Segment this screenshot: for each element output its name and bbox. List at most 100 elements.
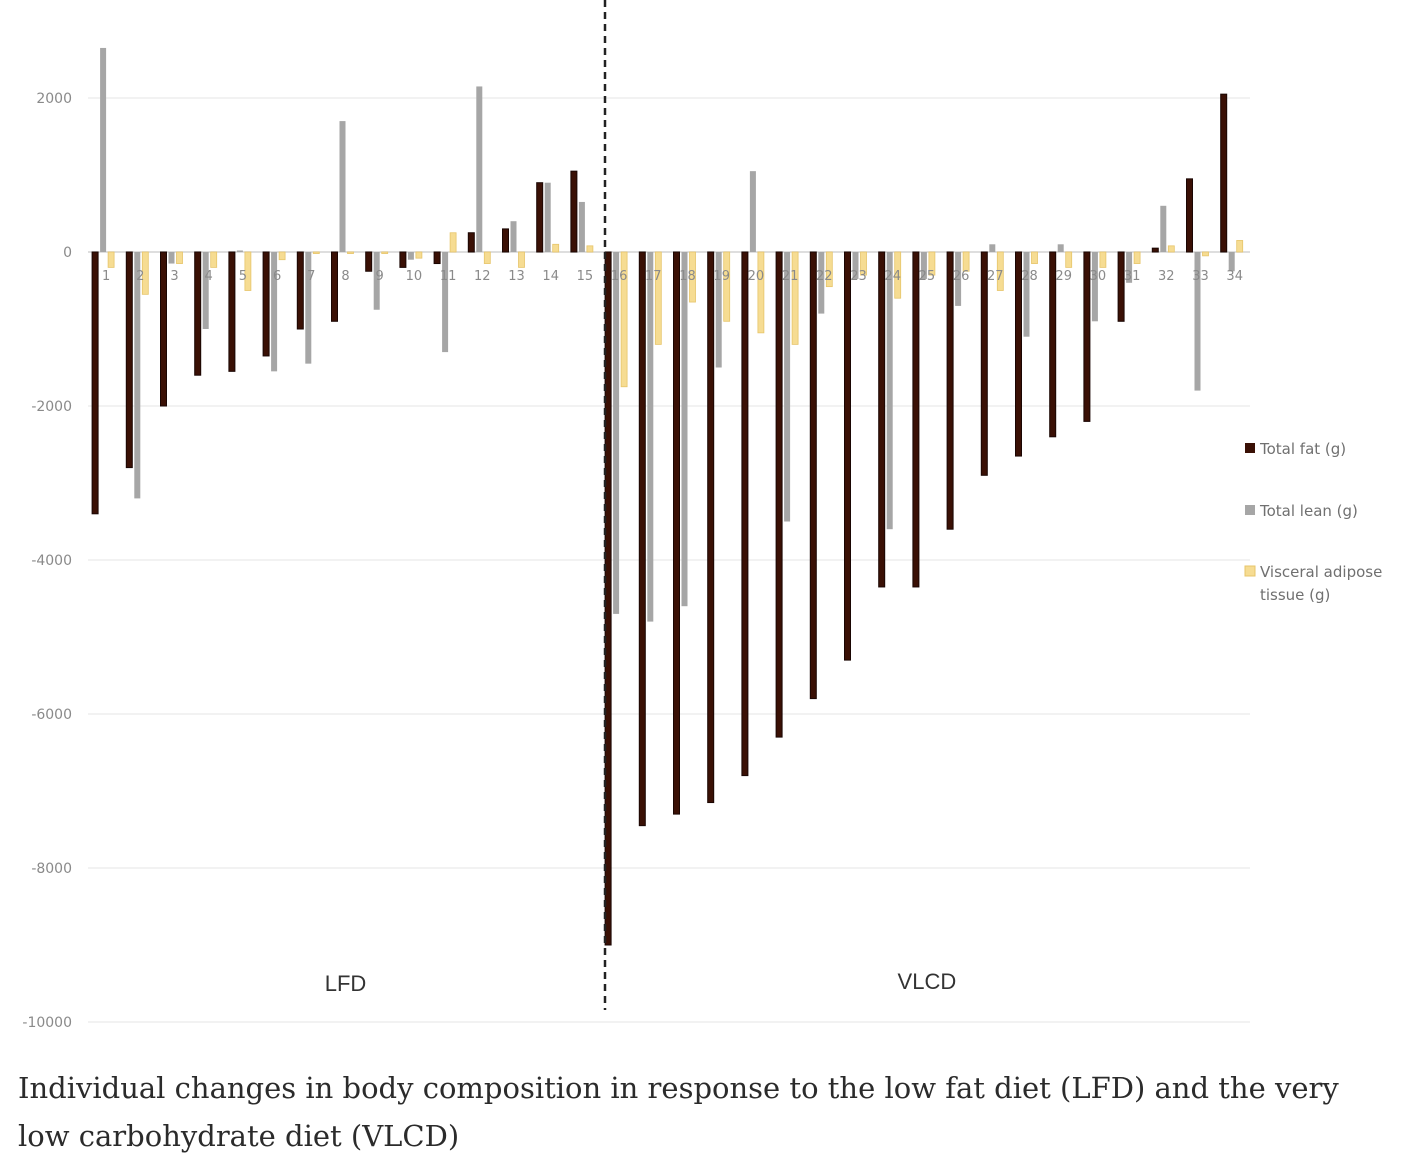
bar xyxy=(1126,252,1133,283)
group-label-lfd: LFD xyxy=(325,971,367,996)
bar xyxy=(1049,251,1057,438)
bar xyxy=(347,251,354,254)
bar xyxy=(1031,251,1038,264)
bar xyxy=(476,86,483,252)
x-tick-label: 17 xyxy=(645,269,662,284)
bar xyxy=(1151,247,1159,253)
x-tick-label: 9 xyxy=(376,269,384,284)
bar xyxy=(134,252,141,499)
bar xyxy=(647,252,654,622)
bar xyxy=(262,251,270,357)
x-tick-label: 14 xyxy=(542,269,559,284)
bar xyxy=(442,252,449,353)
x-tick-label: 12 xyxy=(474,269,491,284)
x-tick-label: 28 xyxy=(1021,269,1038,284)
x-tick-label: 18 xyxy=(679,269,696,284)
x-axis-labels: 1 2 3 4 5 6 7 8 9 10 11 12 13 14 15 16 17 18 19 20 21 22 23 24 2… xyxy=(102,269,1243,284)
bar xyxy=(467,232,475,253)
y-tick-label: 0 xyxy=(63,245,72,261)
x-tick-label: 15 xyxy=(577,269,594,284)
bar xyxy=(415,251,423,259)
figure-caption: Individual changes in body composition i… xyxy=(18,1071,1339,1153)
bars xyxy=(91,47,1244,946)
bar xyxy=(962,251,970,272)
x-tick-label: 34 xyxy=(1226,269,1243,284)
bar xyxy=(920,252,927,279)
bar xyxy=(791,251,799,345)
y-tick-label: -4000 xyxy=(31,553,72,569)
bar xyxy=(989,244,996,252)
legend-swatch-total-fat xyxy=(1245,443,1255,453)
bar xyxy=(1133,251,1141,264)
bar xyxy=(1194,252,1201,391)
bar xyxy=(818,252,825,314)
legend-label-visceral-adipose: Visceral adipose tissue (g) xyxy=(1260,563,1382,604)
bar xyxy=(518,251,525,268)
bar xyxy=(381,251,389,254)
x-tick-label: 19 xyxy=(713,269,730,284)
x-tick-label: 11 xyxy=(440,269,457,284)
bar xyxy=(210,251,218,268)
legend-item-total-fat: Total fat (g) xyxy=(1245,440,1346,458)
bar xyxy=(1167,245,1175,253)
bar xyxy=(784,252,791,522)
x-tick-label: 32 xyxy=(1158,269,1175,284)
bar xyxy=(689,251,696,303)
bar xyxy=(312,251,320,254)
bar xyxy=(141,251,149,295)
bar xyxy=(1065,251,1073,268)
bar xyxy=(1083,251,1091,422)
bar xyxy=(741,251,749,777)
legend-label-total-lean: Total lean (g) xyxy=(1259,502,1358,520)
x-tick-label: 33 xyxy=(1192,269,1209,284)
bar xyxy=(449,232,457,253)
bar xyxy=(1091,252,1098,322)
bar xyxy=(278,251,286,261)
legend-swatch-visceral-adipose xyxy=(1244,565,1256,577)
x-tick-label: 27 xyxy=(987,269,1004,284)
x-tick-label: 20 xyxy=(748,269,765,284)
legend-item-visceral-adipose: Visceral adipose tissue (g) xyxy=(1244,563,1382,604)
bar xyxy=(912,251,920,588)
bar xyxy=(271,252,278,372)
x-tick-label: 29 xyxy=(1055,269,1072,284)
bar xyxy=(860,251,867,276)
x-tick-label: 21 xyxy=(782,269,799,284)
legend-swatch-total-lean xyxy=(1245,505,1255,515)
x-tick-label: 5 xyxy=(239,269,247,284)
bar xyxy=(757,251,765,334)
x-tick-label: 7 xyxy=(307,269,315,284)
bar xyxy=(296,251,304,330)
bar xyxy=(955,252,962,306)
bar xyxy=(878,251,886,588)
bar xyxy=(570,170,578,253)
bar xyxy=(91,251,99,515)
bar xyxy=(305,252,312,364)
x-tick-label: 13 xyxy=(508,269,525,284)
bar xyxy=(673,251,680,815)
bar xyxy=(202,252,209,329)
bar xyxy=(809,251,817,700)
bar xyxy=(604,251,612,946)
bar xyxy=(723,251,731,322)
y-tick-label: -6000 xyxy=(31,707,72,723)
bar xyxy=(946,251,954,530)
y-tick-label: -2000 xyxy=(31,399,72,415)
bar xyxy=(1202,251,1209,257)
legend-label-total-fat: Total fat (g) xyxy=(1259,440,1346,458)
bar xyxy=(1057,244,1064,252)
bar xyxy=(1228,252,1235,272)
bar xyxy=(844,251,851,661)
x-tick-label: 30 xyxy=(1090,269,1107,284)
bar xyxy=(980,251,988,476)
bar xyxy=(1117,251,1125,322)
y-tick-label: -10000 xyxy=(22,1015,72,1031)
legend-label-line: Visceral adipose xyxy=(1260,563,1382,581)
x-tick-label: 31 xyxy=(1124,269,1141,284)
bar xyxy=(194,251,202,376)
bar xyxy=(1186,178,1193,253)
legend-item-total-lean: Total lean (g) xyxy=(1245,502,1358,520)
bar xyxy=(707,251,715,804)
bar xyxy=(1099,251,1107,268)
